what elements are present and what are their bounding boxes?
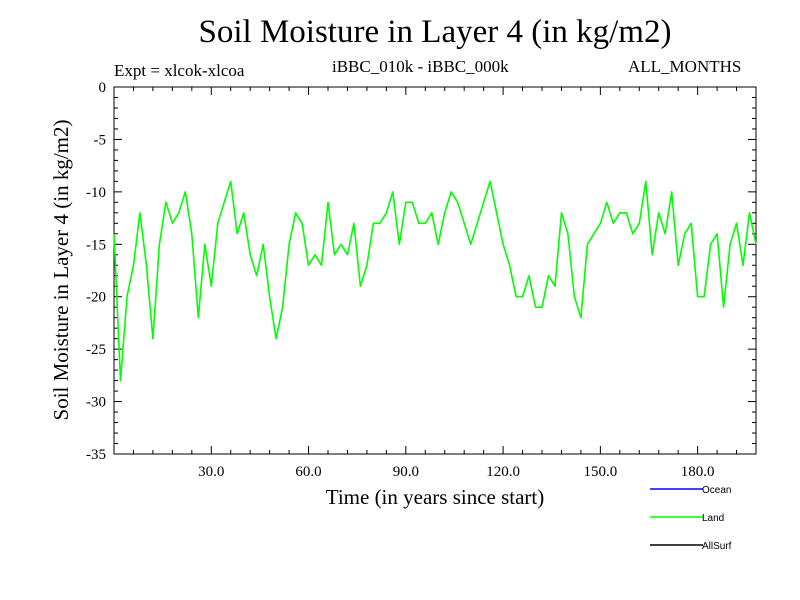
y-tick-label: 0 bbox=[99, 80, 107, 96]
legend-label-land: Land bbox=[702, 513, 724, 524]
x-tick-label: 120.0 bbox=[486, 464, 520, 480]
series-line-land bbox=[113, 180, 757, 382]
legend-label-ocean: Ocean bbox=[702, 485, 731, 496]
y-tick-labels: 0 -5 -10 -15 -20 -25 -30 -35 bbox=[86, 80, 106, 463]
plot-frame bbox=[113, 86, 757, 455]
comparison-label: iBBC_010k - iBBC_000k bbox=[332, 57, 509, 76]
x-tick-label: 150.0 bbox=[583, 464, 617, 480]
axis-ticks bbox=[114, 87, 756, 454]
y-tick-label: -10 bbox=[86, 185, 106, 201]
months-label: ALL_MONTHS bbox=[628, 57, 742, 76]
y-tick-label: -30 bbox=[86, 395, 106, 411]
y-tick-label: -5 bbox=[94, 132, 107, 148]
x-tick-label: 60.0 bbox=[295, 464, 321, 480]
x-tick-label: 30.0 bbox=[198, 464, 224, 480]
legend-label-allsurf: AllSurf bbox=[702, 541, 732, 552]
x-tick-label: 90.0 bbox=[393, 464, 419, 480]
x-tick-labels: 30.0 60.0 90.0 120.0 150.0 180.0 bbox=[198, 464, 714, 480]
y-tick-label: -20 bbox=[86, 290, 106, 306]
y-tick-label: -25 bbox=[86, 342, 106, 358]
series-layer bbox=[113, 180, 757, 382]
x-tick-label: 180.0 bbox=[681, 464, 715, 480]
y-tick-label: -35 bbox=[86, 447, 106, 463]
legend: Ocean Land AllSurf bbox=[650, 485, 732, 552]
y-tick-label: -15 bbox=[86, 237, 106, 253]
chart-title: Soil Moisture in Layer 4 (in kg/m2) bbox=[198, 14, 672, 50]
experiment-label: Expt = xlcok-xlcoa bbox=[114, 61, 245, 80]
y-axis-label: Soil Moisture in Layer 4 (in kg/m2) bbox=[49, 120, 73, 421]
x-axis-label: Time (in years since start) bbox=[326, 485, 545, 509]
